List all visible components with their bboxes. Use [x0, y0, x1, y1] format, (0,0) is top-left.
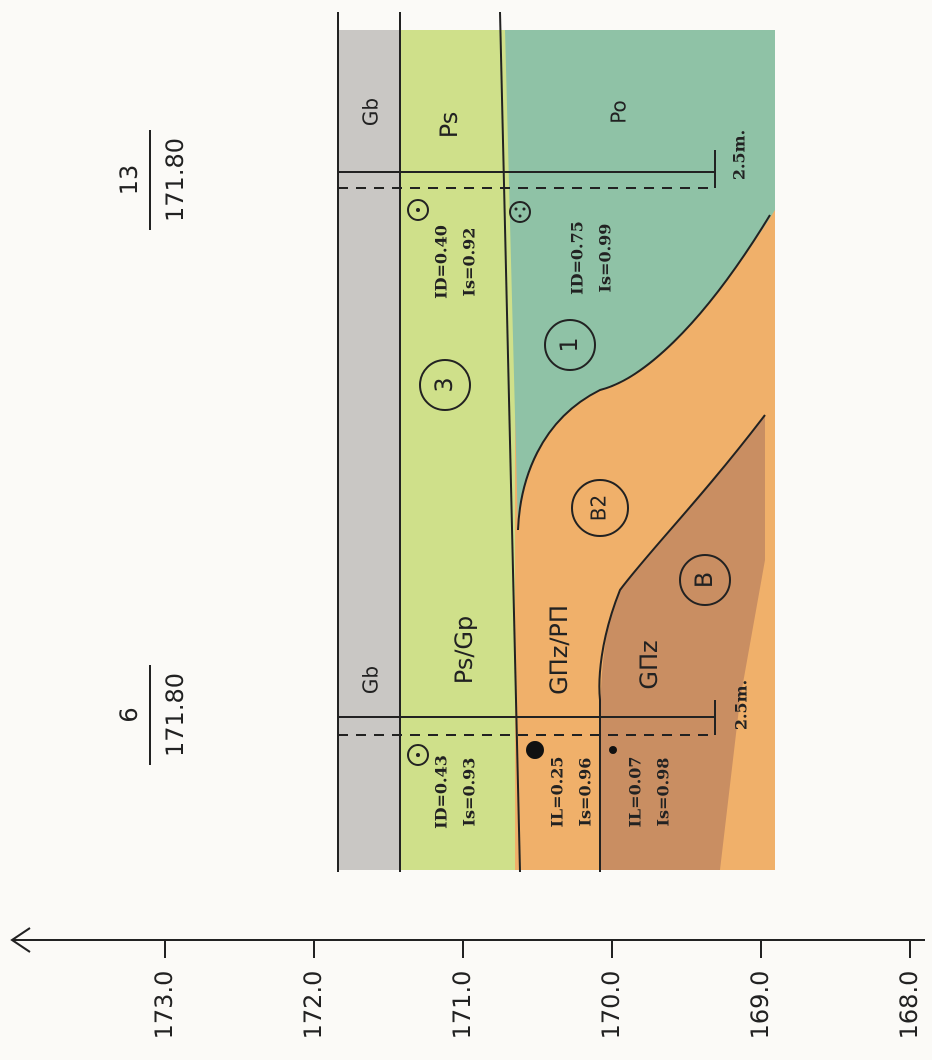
- borehole-number: 6: [115, 707, 143, 722]
- layer-label: Po: [607, 100, 631, 124]
- zone-label: 3: [430, 377, 458, 392]
- tick-label: 169.0: [746, 971, 774, 1040]
- zone-label: 1: [555, 337, 583, 352]
- tick-label: 173.0: [150, 971, 178, 1040]
- tick-label: 170.0: [597, 971, 625, 1040]
- zone-label: B: [690, 572, 718, 588]
- index: Is=0.96: [576, 758, 595, 827]
- layer-label: Gb: [359, 98, 383, 126]
- index: Is=0.93: [460, 758, 479, 827]
- elevation-axis: 173.0 172.0 171.0 170.0 169.0 168.0: [10, 927, 925, 1040]
- borehole-elevation: 171.80: [161, 138, 189, 222]
- index: IL=0.25: [548, 756, 567, 827]
- index: ID=0.40: [432, 225, 451, 299]
- tick-label: 172.0: [299, 971, 327, 1040]
- layer-label: GΠz/PΠ: [545, 605, 573, 695]
- index: ID=0.75: [568, 221, 587, 295]
- index: IL=0.07: [626, 756, 645, 827]
- boundaries: [149, 11, 771, 873]
- zone-label: B2: [587, 495, 611, 521]
- scale: 2.5m.: [730, 130, 749, 180]
- borehole-elevation: 171.80: [161, 673, 189, 757]
- tick-label: 168.0: [895, 971, 923, 1040]
- tick-label: 171.0: [448, 971, 476, 1040]
- index: ID=0.43: [432, 755, 451, 829]
- scale: 2.5m.: [732, 680, 751, 730]
- fills: [338, 30, 775, 870]
- borehole-number: 13: [115, 165, 143, 196]
- layer-label: Ps: [435, 112, 463, 139]
- layer-label: GΠz: [635, 640, 663, 689]
- symbols: [407, 199, 731, 766]
- index: Is=0.92: [460, 228, 479, 297]
- layer-label: Gb: [359, 666, 383, 694]
- index: Is=0.99: [596, 224, 615, 293]
- labels: 13 171.80 2.5m. 6 171.80 2.5m. Gb Ps Po …: [115, 98, 751, 829]
- layer-label: Ps/Gp: [450, 616, 478, 684]
- index: Is=0.98: [654, 758, 673, 827]
